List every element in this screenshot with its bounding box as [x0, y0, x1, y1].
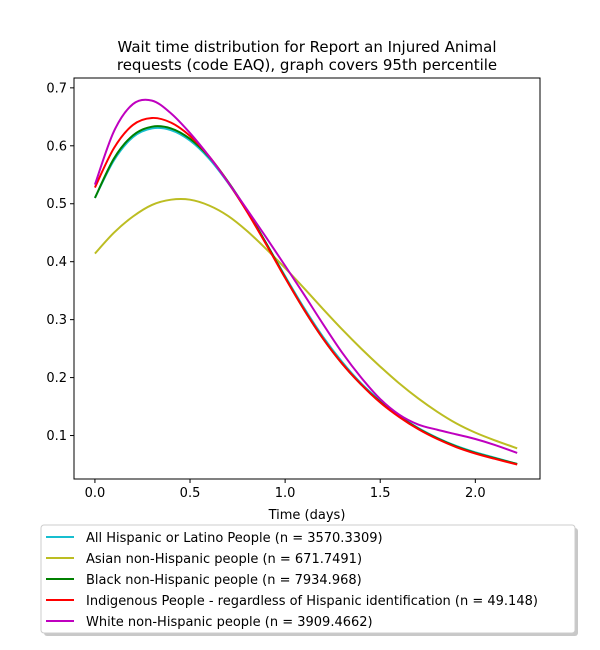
plot-frame: [73, 77, 541, 480]
y-tick-label: 0.7: [46, 81, 67, 96]
legend-label: Black non-Hispanic people (n = 7934.968): [86, 573, 362, 588]
plot-lines: [93, 98, 518, 466]
x-tick-label: 0.0: [85, 486, 106, 501]
legend-label: All Hispanic or Latino People (n = 3570.…: [86, 531, 383, 546]
x-tick-label: 1.5: [370, 486, 391, 501]
x-axis: 0.0 0.5 1.0 1.5 2.0: [85, 479, 486, 501]
x-tick-label: 0.5: [180, 486, 201, 501]
y-tick-label: 0.2: [46, 371, 67, 386]
x-axis-label: Time (days): [268, 508, 346, 523]
series-line-2: [94, 125, 518, 465]
series-line-4: [93, 98, 518, 454]
y-tick-label: 0.6: [46, 139, 67, 154]
y-tick-label: 0.4: [46, 255, 67, 270]
y-tick-label: 0.3: [46, 313, 67, 328]
legend-box: [40, 524, 576, 634]
x-tick-label: 2.0: [465, 486, 486, 501]
legend: All Hispanic or Latino People (n = 3570.…: [40, 524, 578, 636]
y-axis: 0.1 0.2 0.3 0.4 0.5 0.6 0.7: [46, 81, 74, 444]
chart-title-line-2: requests (code EAQ), graph covers 95th p…: [117, 56, 497, 74]
chart-title: Wait time distribution for Report an Inj…: [117, 38, 497, 74]
legend-label: Indigenous People - regardless of Hispan…: [86, 594, 538, 609]
y-tick-label: 0.1: [46, 429, 67, 444]
legend-label: Asian non-Hispanic people (n = 671.7491): [86, 552, 362, 567]
chart-title-line-1: Wait time distribution for Report an Inj…: [117, 38, 496, 56]
series-line-3: [94, 116, 518, 466]
legend-label: White non-Hispanic people (n = 3909.4662…: [86, 615, 373, 630]
x-tick-label: 1.0: [275, 486, 296, 501]
y-tick-label: 0.5: [46, 197, 67, 212]
series-line-1: [94, 198, 518, 450]
